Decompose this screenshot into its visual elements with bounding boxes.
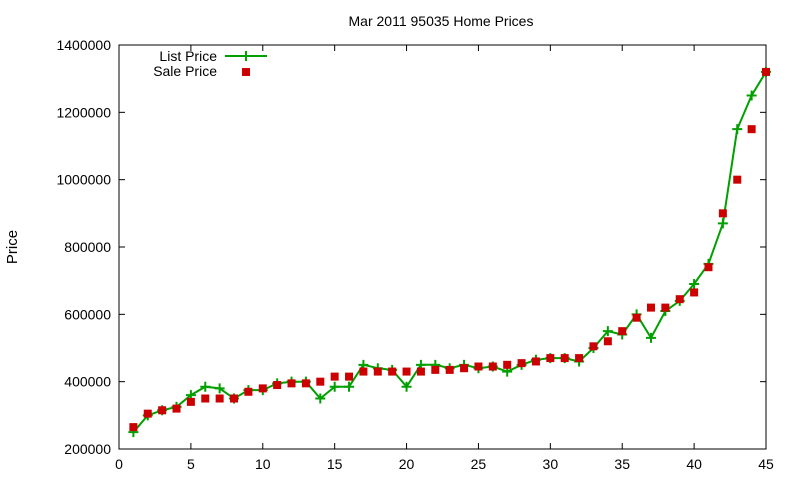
sale-price-point — [474, 362, 483, 371]
sale-price-point — [704, 263, 713, 272]
sale-price-point — [201, 394, 210, 403]
sale-price-point — [172, 404, 181, 413]
sale-price-point — [575, 354, 584, 363]
sale-price-point — [646, 303, 655, 312]
list-price-point — [329, 381, 340, 392]
list-price-point — [401, 381, 412, 392]
sale-price-point — [301, 379, 310, 388]
sale-price-point — [546, 354, 555, 363]
y-tick-label: 1000000 — [56, 172, 111, 188]
sale-price-point — [488, 362, 497, 371]
sale-price-point — [273, 381, 282, 390]
sale-price-point — [230, 394, 239, 403]
sale-price-point — [762, 67, 770, 76]
y-tick-label: 600000 — [64, 306, 111, 322]
sale-price-point — [373, 367, 382, 376]
list-price-point — [746, 90, 757, 101]
x-tick-label: 20 — [399, 456, 415, 472]
y-tick-label: 1400000 — [56, 37, 111, 53]
x-tick-label: 5 — [187, 456, 195, 472]
x-tick-label: 0 — [115, 456, 123, 472]
list-price-point — [214, 383, 225, 394]
x-tick-label: 10 — [255, 456, 271, 472]
x-tick-label: 45 — [758, 456, 774, 472]
x-tick-label: 25 — [471, 456, 487, 472]
sale-price-point — [503, 360, 512, 369]
list-price-point — [717, 218, 728, 229]
list-price-point — [689, 279, 700, 290]
list-price-point — [344, 381, 355, 392]
legend-label-list-price: List Price — [159, 48, 217, 64]
series-layer — [128, 66, 771, 438]
axis-ticks: 0 5 10 15 20 25 30 35 40 45 200000 400000 600000 8000… — [56, 37, 774, 472]
list-price-point — [315, 393, 326, 404]
sale-price-point — [244, 387, 253, 396]
sale-price-point — [675, 295, 684, 304]
y-tick-label: 1200000 — [56, 104, 111, 120]
x-tick-label: 15 — [327, 456, 343, 472]
sale-price-point — [359, 367, 368, 376]
sale-price-point — [330, 372, 339, 381]
sale-price-point — [316, 377, 325, 386]
sale-price-point — [258, 384, 267, 393]
x-tick-label: 40 — [686, 456, 702, 472]
sale-price-point — [690, 288, 699, 297]
sale-price-point — [747, 125, 756, 134]
sale-price-point — [416, 367, 425, 376]
y-tick-label: 200000 — [64, 441, 111, 457]
legend-marker-sale-price — [242, 68, 250, 76]
x-tick-label: 30 — [543, 456, 559, 472]
x-tick-label: 35 — [614, 456, 630, 472]
sale-price-point — [603, 337, 612, 346]
sale-price-point — [388, 367, 397, 376]
sale-price-point — [718, 209, 727, 218]
sale-price-point — [589, 342, 598, 351]
sale-price-point — [632, 313, 641, 322]
sale-price-point — [402, 367, 411, 376]
sale-price-point — [445, 365, 454, 374]
list-price-line — [132, 71, 767, 433]
sale-price-point — [129, 423, 138, 432]
y-tick-label: 400000 — [64, 374, 111, 390]
sale-price-point — [431, 365, 440, 374]
list-price-point — [602, 326, 613, 337]
list-price-point — [645, 332, 656, 343]
sale-price-point — [143, 409, 152, 418]
sale-price-point — [517, 359, 526, 368]
y-axis-label: Price — [4, 230, 21, 264]
sale-price-point — [661, 303, 670, 312]
sale-price-point — [531, 357, 540, 366]
sale-price-point — [287, 379, 296, 388]
sale-price-point — [460, 364, 469, 373]
chart-title: Mar 2011 95035 Home Prices — [349, 13, 534, 29]
sale-price-point — [733, 175, 742, 184]
list-price-point — [732, 124, 743, 135]
sale-price-point — [560, 354, 569, 363]
legend-marker-list-price — [241, 51, 251, 61]
sale-price-point — [345, 372, 354, 381]
sale-price-point — [618, 327, 627, 336]
list-price-point — [200, 381, 211, 392]
y-tick-label: 800000 — [64, 239, 111, 255]
sale-price-point — [186, 397, 195, 406]
sale-price-point — [158, 406, 167, 415]
sale-price-point — [215, 394, 224, 403]
legend-label-sale-price: Sale Price — [153, 63, 217, 79]
